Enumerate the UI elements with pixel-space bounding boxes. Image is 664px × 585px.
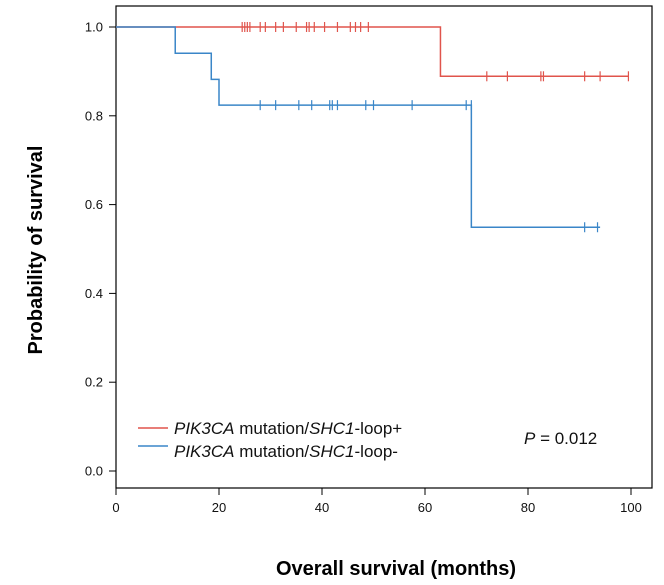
legend: PIK3CA mutation/SHC1-loop+ PIK3CA mutati… — [138, 419, 402, 461]
x-tick-label: 40 — [315, 500, 329, 515]
x-axis: 0 20 40 60 80 100 — [112, 488, 642, 515]
legend-label-loop-plus-mid: mutation/ — [234, 419, 309, 438]
y-axis-title: Probability of survival — [25, 146, 47, 355]
y-axis: 0.0 0.2 0.4 0.6 0.8 1.0 — [85, 20, 116, 479]
x-tick-label: 80 — [521, 500, 535, 515]
legend-label-loop-minus-gene2: SHC1 — [309, 442, 354, 461]
p-value-text: = 0.012 — [535, 429, 597, 448]
x-axis-title: Overall survival (months) — [276, 558, 516, 580]
y-tick-label: 0.2 — [85, 375, 103, 390]
legend-label-loop-plus-gene2: SHC1 — [309, 419, 354, 438]
plot-frame — [115, 5, 653, 489]
legend-label-loop-plus: PIK3CA mutation/SHC1-loop+ — [174, 419, 402, 438]
legend-label-loop-minus: PIK3CA mutation/SHC1-loop- — [174, 442, 398, 461]
y-tick-label: 0.8 — [85, 108, 103, 123]
survival-curve-loop-minus — [116, 26, 601, 228]
survival-curve-loop-plus — [116, 26, 629, 78]
x-tick-label: 20 — [212, 500, 226, 515]
series-layer — [116, 22, 630, 233]
y-tick-label: 0.0 — [85, 464, 103, 479]
y-tick-label: 0.4 — [85, 286, 103, 301]
y-tick-label: 1.0 — [85, 20, 103, 35]
legend-label-loop-minus-gene: PIK3CA — [174, 442, 234, 461]
p-value-symbol: P — [524, 429, 536, 448]
x-tick-label: 100 — [620, 500, 642, 515]
x-tick-label: 60 — [418, 500, 432, 515]
legend-label-loop-plus-tail: -loop+ — [355, 419, 403, 438]
p-value-annotation: P = 0.012 — [524, 429, 597, 448]
legend-label-loop-minus-mid: mutation/ — [234, 442, 309, 461]
legend-label-loop-minus-tail: -loop- — [355, 442, 398, 461]
x-tick-label: 0 — [112, 500, 119, 515]
legend-label-loop-plus-gene: PIK3CA — [174, 419, 234, 438]
y-tick-label: 0.6 — [85, 197, 103, 212]
